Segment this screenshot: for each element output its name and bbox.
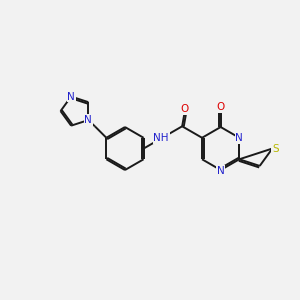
Text: O: O (181, 104, 189, 114)
Text: N: N (84, 115, 92, 125)
Text: S: S (272, 143, 279, 154)
Text: O: O (217, 102, 225, 112)
Text: N: N (217, 166, 224, 176)
Text: NH: NH (153, 133, 169, 143)
Text: N: N (67, 92, 75, 101)
Text: N: N (236, 133, 243, 143)
